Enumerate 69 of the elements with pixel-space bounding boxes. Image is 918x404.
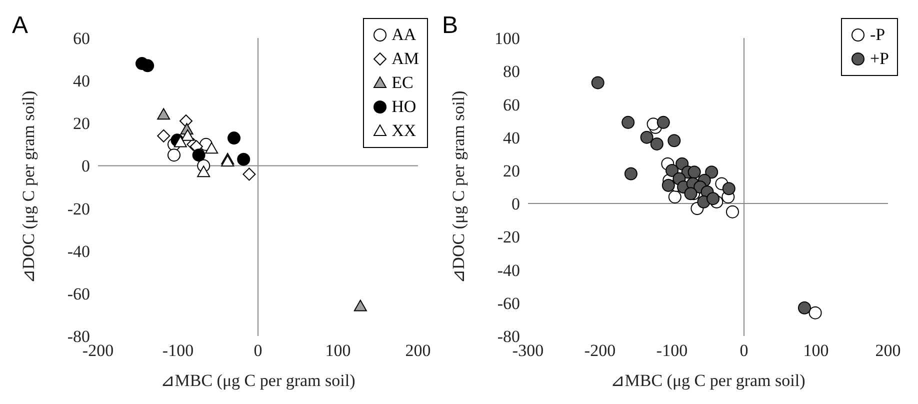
y-tick-label: 0 [512,194,520,214]
y-tick-label: 60 [503,95,520,114]
legend-label: -P [870,24,886,46]
x-tick-label: 200 [875,341,901,360]
point [662,178,675,192]
y-tick-label: -20 [67,199,90,218]
y-tick-label: 100 [494,29,520,48]
y-tick-label: -60 [497,294,520,313]
point [180,114,192,128]
point [668,134,681,148]
legend-label: +P [870,48,889,70]
point [157,108,170,120]
point [242,168,256,181]
y-tick-label: -20 [497,228,520,247]
point [168,148,180,162]
point [624,167,638,180]
y-axis-title: ⊿DOC (μg C per gram soil) [449,90,468,284]
legend-label: AA [392,24,416,46]
y-tick-label: 40 [73,72,90,91]
point [354,300,367,312]
point [688,166,701,179]
x-axis-title: ⊿MBC (μg C per gram soil) [160,371,356,390]
x-tick-label: 0 [740,341,748,360]
y-tick-label: 40 [503,128,520,148]
point [666,164,678,177]
chart-title: A [12,12,28,40]
legend-label: AM [392,48,419,70]
point [650,137,664,150]
y-tick-label: -40 [497,260,520,280]
point [656,116,670,129]
x-tick-label: 100 [803,341,829,360]
y-axis-title: ⊿DOC (μg C per gram soil) [19,90,38,284]
y-tick-label: 0 [82,156,90,176]
point [591,76,604,90]
point [141,59,154,72]
point [706,192,720,206]
point [668,190,682,204]
point [174,136,187,148]
point [205,142,218,154]
y-tick-label: 20 [73,114,90,134]
y-tick-label: -60 [67,284,90,304]
x-tick-label: 100 [325,341,351,360]
x-tick-label: -100 [162,341,194,360]
x-tick-label: -100 [656,341,688,360]
legend-label: EC [392,72,414,94]
point [705,166,718,179]
chart-title: B [442,12,458,40]
y-tick-label: -40 [67,242,90,261]
point [640,130,654,144]
point [192,148,206,162]
x-tick-label: 200 [405,341,431,360]
legend-label: HO [392,96,416,118]
x-tick-label: 0 [254,341,262,360]
point [722,182,736,196]
y-tick-label: 80 [503,62,520,82]
y-tick-label: 20 [503,161,520,180]
point [228,132,240,145]
point [622,116,635,129]
y-tick-label: 60 [73,29,90,48]
point [798,301,811,314]
point [157,129,170,142]
legend-label: XX [392,120,416,142]
point [237,152,250,166]
point [181,129,194,141]
point [197,166,210,178]
point [808,306,822,320]
x-axis-title: ⊿MBC (μg C per gram soil) [610,371,806,390]
x-tick-label: -200 [584,341,616,360]
point [726,205,739,218]
